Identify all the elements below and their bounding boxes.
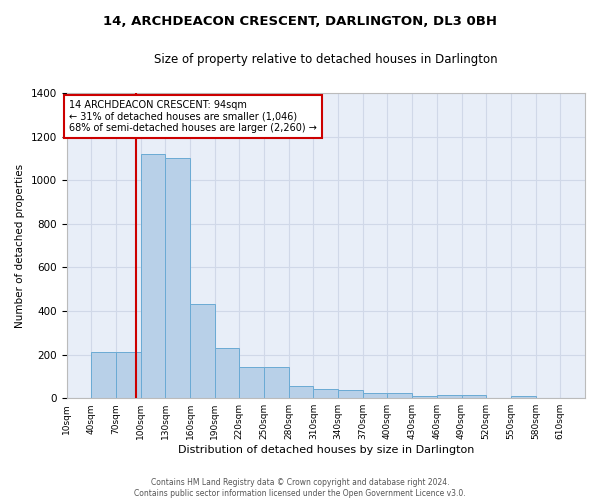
Bar bbox=[190, 304, 215, 398]
Bar bbox=[140, 154, 165, 398]
Bar bbox=[412, 396, 437, 398]
Bar bbox=[289, 386, 313, 398]
X-axis label: Distribution of detached houses by size in Darlington: Distribution of detached houses by size … bbox=[178, 445, 474, 455]
Text: Contains HM Land Registry data © Crown copyright and database right 2024.
Contai: Contains HM Land Registry data © Crown c… bbox=[134, 478, 466, 498]
Bar bbox=[363, 393, 388, 398]
Bar bbox=[313, 390, 338, 398]
Bar bbox=[239, 366, 264, 398]
Bar bbox=[165, 158, 190, 398]
Bar bbox=[264, 366, 289, 398]
Title: Size of property relative to detached houses in Darlington: Size of property relative to detached ho… bbox=[154, 52, 497, 66]
Bar bbox=[116, 352, 140, 398]
Text: 14 ARCHDEACON CRESCENT: 94sqm
← 31% of detached houses are smaller (1,046)
68% o: 14 ARCHDEACON CRESCENT: 94sqm ← 31% of d… bbox=[69, 100, 317, 133]
Bar bbox=[91, 352, 116, 398]
Bar bbox=[388, 393, 412, 398]
Y-axis label: Number of detached properties: Number of detached properties bbox=[15, 164, 25, 328]
Bar bbox=[461, 395, 486, 398]
Bar bbox=[511, 396, 536, 398]
Text: 14, ARCHDEACON CRESCENT, DARLINGTON, DL3 0BH: 14, ARCHDEACON CRESCENT, DARLINGTON, DL3… bbox=[103, 15, 497, 28]
Bar bbox=[437, 395, 461, 398]
Bar bbox=[215, 348, 239, 398]
Bar bbox=[338, 390, 363, 398]
